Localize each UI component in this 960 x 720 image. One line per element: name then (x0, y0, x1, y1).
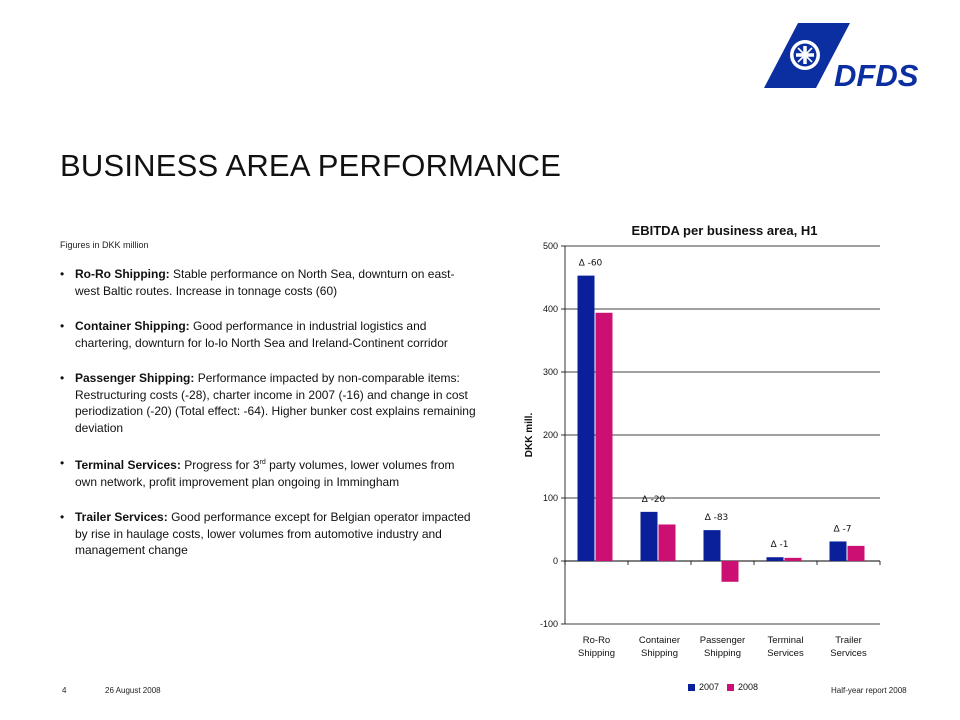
bar-2007-4 (829, 541, 847, 561)
y-tick-label: 400 (543, 304, 558, 314)
bar-2008-3 (784, 557, 802, 561)
y-axis-label: DKK mill. (524, 413, 535, 458)
bullet-heading: Terminal Services: (75, 458, 181, 472)
bullet-dot: • (60, 456, 65, 470)
ebitda-chart: EBITDA per business area, H1 DKK mill. 500… (515, 215, 895, 695)
bullet-text: Progress for 3 (184, 458, 260, 472)
chart-legend: 2007 2008 (688, 682, 758, 692)
category-label: Shipping (704, 648, 741, 659)
bullet-item-container: • Container Shipping: Good performance i… (58, 318, 478, 351)
bullet-text: Performance impacted by non-comparable i… (75, 371, 476, 435)
footer-date: 26 August 2008 (105, 686, 161, 695)
page-number: 4 (62, 686, 67, 695)
category-label: Services (830, 648, 867, 659)
bullet-text: Good performance in industrial logistics… (75, 319, 448, 350)
category-label: Trailer (835, 635, 862, 646)
category-label: Shipping (578, 648, 615, 659)
legend-swatch-2007 (688, 683, 695, 691)
dfds-logo: DFDS (760, 18, 930, 98)
bullet-dot: • (60, 371, 65, 385)
chart-title: EBITDA per business area, H1 (632, 223, 818, 238)
y-tick-label: 200 (543, 430, 558, 440)
bullet-dot: • (60, 319, 65, 333)
y-tick-label: 100 (543, 493, 558, 503)
bullet-heading: Container Shipping: (75, 319, 190, 333)
bar-2007-1 (640, 511, 658, 561)
category-label: Passenger (700, 635, 745, 646)
bullet-heading: Ro-Ro Shipping: (75, 267, 170, 281)
bullet-dot: • (60, 267, 65, 281)
y-tick-label: 0 (553, 556, 558, 566)
delta-annotation: ∆ -20 (641, 495, 666, 505)
bullet-text: Good performance except for Belgian oper… (75, 510, 471, 557)
superscript: rd (259, 459, 266, 466)
bullet-heading: Trailer Services: (75, 510, 168, 524)
bullet-list: • Ro-Ro Shipping: Stable performance on … (58, 266, 478, 578)
category-label: Services (767, 648, 804, 659)
delta-annotation: ∆ -7 (833, 524, 852, 534)
y-tick-label: -100 (540, 619, 558, 629)
logo-wordmark: DFDS (834, 58, 919, 93)
bullet-item-trailer: • Trailer Services: Good performance exc… (58, 509, 478, 559)
category-label: Terminal (768, 635, 804, 646)
bullet-text: Stable performance on North Sea, downtur… (75, 267, 455, 298)
bullet-item-passenger: • Passenger Shipping: Performance impact… (58, 370, 478, 436)
delta-annotation: ∆ -1 (770, 540, 789, 550)
legend-label-2008: 2008 (738, 682, 759, 692)
category-label: Container (639, 635, 680, 646)
units-note: Figures in DKK million (60, 240, 149, 250)
bar-2008-4 (847, 545, 865, 561)
bar-2008-2 (721, 561, 739, 582)
legend-label-2007: 2007 (699, 682, 720, 692)
y-tick-label: 500 (543, 241, 558, 251)
chart-svg: EBITDA per business area, H1 DKK mill. 500… (524, 223, 881, 659)
bar-2007-3 (766, 557, 784, 561)
footer-report: Half-year report 2008 (831, 686, 907, 695)
y-tick-label: 300 (543, 367, 558, 377)
category-label: Ro-Ro (583, 635, 610, 646)
delta-annotation: ∆ -60 (578, 259, 603, 269)
bullet-item-roro: • Ro-Ro Shipping: Stable performance on … (58, 266, 478, 299)
bullet-item-terminal: • Terminal Services: Progress for 3rd pa… (58, 455, 478, 490)
legend-swatch-2008 (727, 683, 735, 691)
bar-2007-2 (703, 530, 721, 561)
category-label: Shipping (641, 648, 678, 659)
bullet-dot: • (60, 510, 65, 524)
bullet-heading: Passenger Shipping: (75, 371, 195, 385)
delta-annotation: ∆ -83 (704, 513, 729, 523)
bar-2008-0 (595, 312, 613, 561)
page-title: BUSINESS AREA PERFORMANCE (60, 148, 562, 183)
bar-2007-0 (577, 275, 595, 561)
bar-2008-1 (658, 524, 676, 561)
bullet-text-cont: party volumes, lower volumes from own ne… (75, 458, 455, 489)
